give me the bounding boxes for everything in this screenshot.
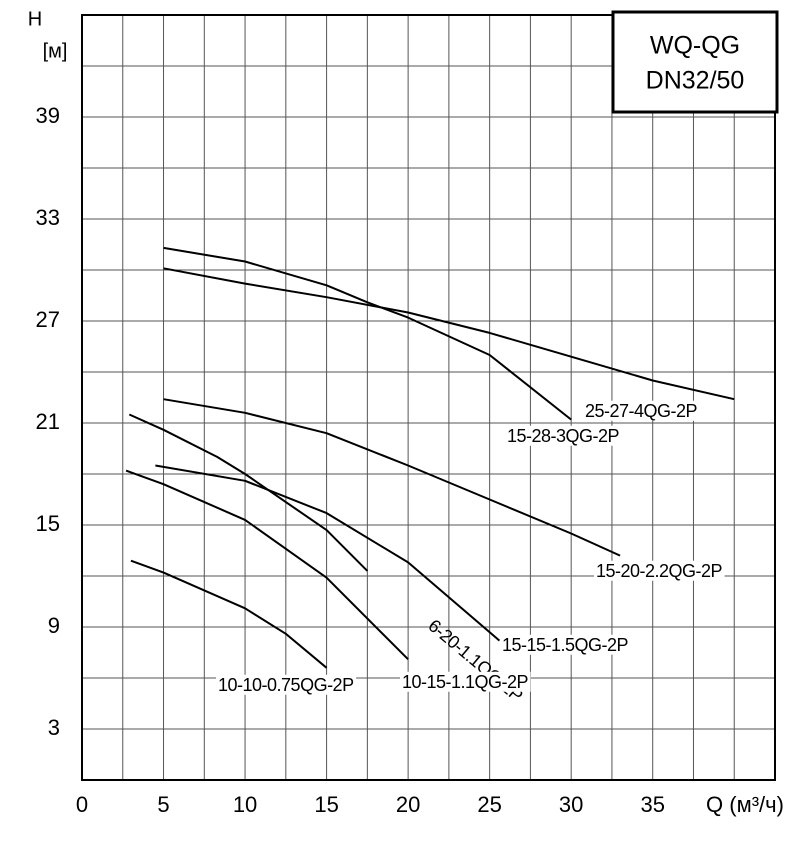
label-background	[594, 560, 725, 581]
x-tick-label: 35	[640, 792, 664, 817]
chart-subtitle: DN32/50	[646, 67, 745, 95]
series-label: 15-28-3QG-2P	[507, 426, 620, 446]
y-tick-label: 21	[36, 409, 60, 434]
y-tick-label: 27	[36, 307, 60, 332]
chart-title: WQ-QG	[650, 32, 740, 60]
x-tick-label: 30	[559, 792, 583, 817]
label-background	[505, 425, 622, 446]
x-tick-label: 20	[396, 792, 420, 817]
series-line	[163, 267, 735, 401]
series-line	[130, 559, 328, 669]
y-tick-label: 9	[48, 613, 60, 638]
series-line	[128, 413, 369, 572]
series-line	[125, 469, 409, 661]
label-background	[400, 671, 531, 692]
y-tick-label: 33	[36, 205, 60, 230]
series-line	[163, 246, 572, 421]
label-background	[500, 634, 631, 655]
y-tick-label: 3	[48, 715, 60, 740]
label-background	[583, 400, 700, 421]
series-label: 6-20-1.1QG-2P	[424, 615, 527, 706]
y-tick-label: 15	[36, 511, 60, 536]
label-background	[216, 674, 357, 695]
series-label: 15-15-1.5QG-2P	[502, 635, 629, 655]
x-axis-label: Q (м³/ч)	[706, 792, 784, 817]
series-line	[155, 464, 501, 642]
x-tick-label: 0	[76, 792, 88, 817]
title-box	[611, 10, 779, 114]
x-tick-label: 5	[157, 792, 169, 817]
series-label: 10-15-1.1QG-2P	[402, 672, 529, 692]
series-line	[163, 398, 621, 557]
x-tick-label: 25	[477, 792, 501, 817]
y-axis-unit: [м]	[43, 40, 68, 62]
y-tick-label: 39	[36, 103, 60, 128]
series-label: 25-27-4QG-2P	[585, 401, 698, 421]
x-tick-label: 10	[233, 792, 257, 817]
series-label: 10-10-0.75QG-2P	[218, 675, 354, 695]
plot-frame	[81, 14, 776, 781]
x-tick-label: 15	[314, 792, 338, 817]
series-label: 15-20-2.2QG-2P	[596, 561, 723, 581]
y-axis-label: H	[28, 8, 42, 30]
